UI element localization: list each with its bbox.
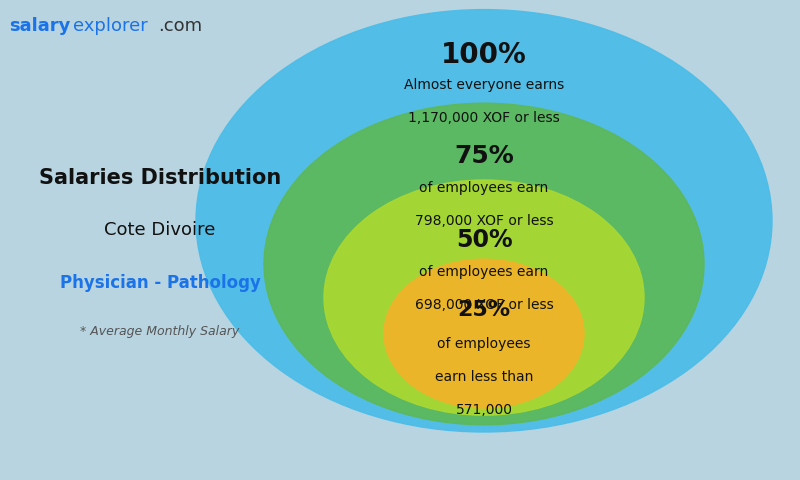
Text: 75%: 75% <box>454 144 514 168</box>
Text: earn less than: earn less than <box>435 370 533 384</box>
Text: of employees: of employees <box>438 337 530 351</box>
Text: .com: .com <box>158 17 202 35</box>
Text: salary: salary <box>10 17 71 35</box>
Text: 25%: 25% <box>458 300 510 320</box>
Text: Cote Divoire: Cote Divoire <box>104 221 216 240</box>
Text: of employees earn: of employees earn <box>419 265 549 279</box>
Ellipse shape <box>384 259 584 408</box>
Text: 571,000: 571,000 <box>455 403 513 417</box>
Ellipse shape <box>324 180 644 415</box>
Text: explorer: explorer <box>73 17 147 35</box>
Text: 100%: 100% <box>441 41 527 69</box>
Text: * Average Monthly Salary: * Average Monthly Salary <box>80 324 240 338</box>
Text: of employees earn: of employees earn <box>419 181 549 195</box>
Text: 50%: 50% <box>456 228 512 252</box>
Ellipse shape <box>196 10 772 432</box>
Text: Almost everyone earns: Almost everyone earns <box>404 78 564 92</box>
Text: 1,170,000 XOF or less: 1,170,000 XOF or less <box>408 111 560 125</box>
Ellipse shape <box>264 103 704 425</box>
Text: Salaries Distribution: Salaries Distribution <box>39 168 281 188</box>
Text: 798,000 XOF or less: 798,000 XOF or less <box>414 214 554 228</box>
Text: 698,000 XOF or less: 698,000 XOF or less <box>414 298 554 312</box>
Text: Physician - Pathology: Physician - Pathology <box>59 274 261 292</box>
